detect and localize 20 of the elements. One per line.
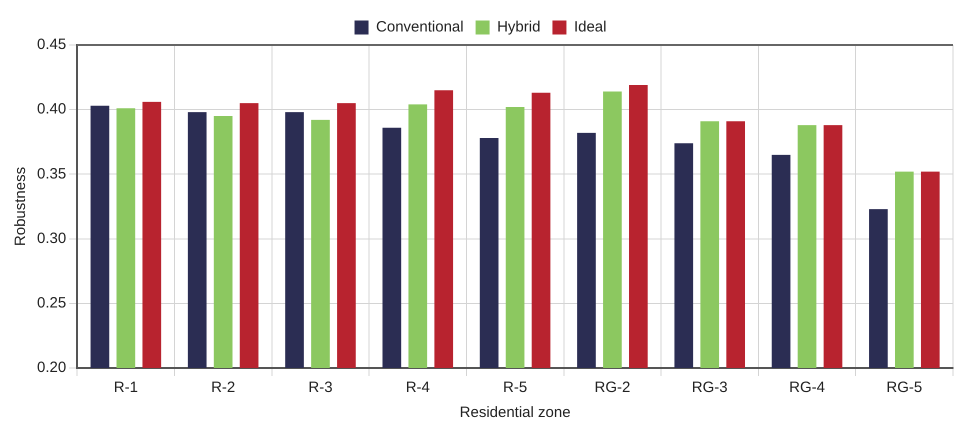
x-tick-label: R-3 [308,379,333,396]
x-tick-label: RG-3 [692,379,728,396]
y-tick-label: 0.45 [36,36,66,54]
x-tick-label: R-2 [211,379,236,396]
legend-label: Conventional [376,18,464,36]
y-tick-label: 0.20 [36,359,66,376]
y-tick-label: 0.25 [36,294,66,312]
y-tick-label: 0.40 [36,100,66,118]
legend-label: Hybrid [497,18,540,36]
x-axis-title: Residential zone [460,404,571,422]
x-tick-label: R-1 [114,379,138,396]
y-axis-title: Robustness [12,166,30,246]
y-tick-label: 0.30 [36,230,66,247]
x-tick-label: RG-2 [594,379,630,396]
x-tick-label: R-4 [406,379,430,396]
x-tick-label: R-5 [503,379,528,396]
x-tick-label: RG-5 [886,379,922,396]
x-tick-label: RG-4 [789,379,825,396]
y-tick-label: 0.35 [36,165,66,182]
legend-label: Ideal [574,18,606,36]
